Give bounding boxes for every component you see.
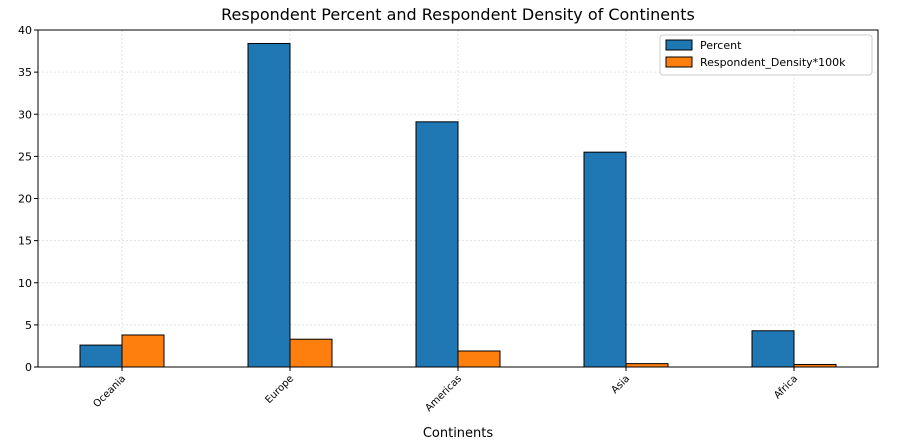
bar-percent-africa bbox=[751, 330, 795, 368]
y-tick-label: 0 bbox=[25, 361, 32, 374]
bar-respondent-density-100k-europe bbox=[289, 338, 333, 368]
legend-label-2: Respondent_Density*100k bbox=[700, 56, 846, 69]
bar-percent-europe bbox=[247, 42, 291, 368]
x-tick-label-americas: Americas bbox=[423, 373, 464, 414]
bar-respondent-density-100k-asia bbox=[625, 363, 669, 368]
bar-percent-oceania bbox=[79, 344, 123, 368]
bars bbox=[79, 42, 837, 368]
x-tick-label-oceania: Oceania bbox=[91, 373, 128, 410]
y-tick-label: 25 bbox=[18, 150, 32, 163]
x-axis-ticks: Oceania Europe Americas Asia Africa bbox=[91, 367, 800, 414]
bar-respondent-density-100k-americas bbox=[457, 350, 501, 368]
y-tick-label: 10 bbox=[18, 277, 32, 290]
legend: Percent Respondent_Density*100k bbox=[659, 34, 873, 76]
x-axis-label: Continents bbox=[423, 426, 494, 441]
x-tick-label-asia: Asia bbox=[610, 373, 633, 396]
y-tick-label: 20 bbox=[18, 193, 32, 206]
y-tick-label: 35 bbox=[18, 66, 32, 79]
y-tick-label: 5 bbox=[25, 319, 32, 332]
bar-percent-americas bbox=[415, 121, 459, 368]
bar-percent-asia bbox=[583, 151, 627, 368]
x-tick-label-europe: Europe bbox=[263, 373, 296, 406]
legend-label-1: Percent bbox=[700, 39, 742, 52]
x-tick-label-africa: Africa bbox=[772, 373, 800, 401]
y-tick-label: 40 bbox=[18, 24, 32, 37]
chart-title: Respondent Percent and Respondent Densit… bbox=[221, 5, 695, 24]
legend-swatch-2 bbox=[665, 56, 693, 68]
legend-box bbox=[659, 34, 873, 76]
y-tick-label: 15 bbox=[18, 235, 32, 248]
y-tick-label: 30 bbox=[18, 108, 32, 121]
y-axis-ticks: 0 5 10 15 20 25 30 35 40 bbox=[18, 24, 38, 374]
legend-swatch-1 bbox=[665, 39, 693, 51]
bar-respondent-density-100k-oceania bbox=[121, 334, 165, 368]
